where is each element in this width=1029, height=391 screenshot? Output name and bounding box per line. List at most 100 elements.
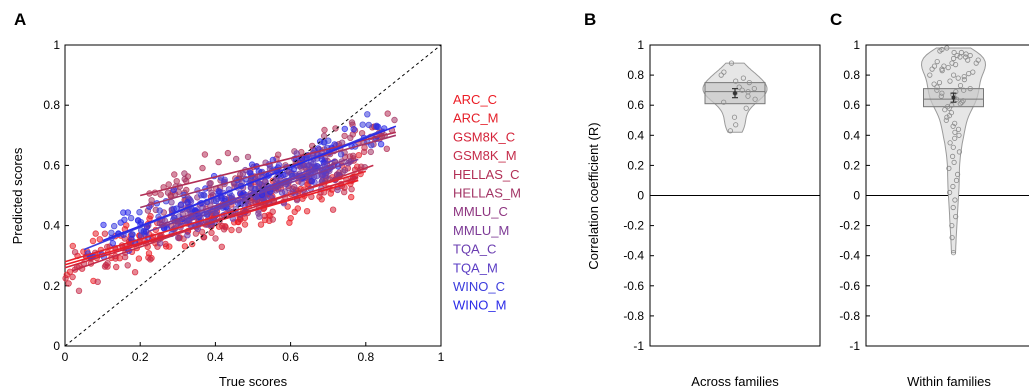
data-point bbox=[135, 255, 143, 262]
data-point bbox=[332, 125, 339, 132]
sample-point bbox=[751, 86, 757, 92]
sample-point bbox=[733, 78, 739, 84]
sample-point bbox=[943, 117, 949, 123]
sample-point bbox=[973, 60, 979, 66]
y-tick-label: -0.8 bbox=[623, 309, 644, 323]
y-tick-label: -0.6 bbox=[839, 279, 860, 293]
data-point bbox=[109, 240, 116, 247]
x-tick-label: 0.8 bbox=[357, 350, 374, 364]
data-point bbox=[101, 230, 109, 237]
data-point bbox=[224, 149, 232, 157]
data-point bbox=[255, 180, 263, 187]
data-point bbox=[348, 193, 355, 201]
data-point bbox=[291, 208, 298, 215]
data-point bbox=[341, 132, 348, 140]
y-tick-label: -0.2 bbox=[839, 219, 860, 233]
data-point bbox=[355, 151, 362, 159]
data-point bbox=[278, 189, 286, 196]
data-point bbox=[101, 263, 109, 270]
y-tick-label: 0.8 bbox=[43, 98, 60, 112]
data-point bbox=[272, 175, 280, 182]
sample-point bbox=[752, 96, 758, 102]
legend-entry: ARC_C bbox=[453, 92, 497, 107]
data-point bbox=[241, 221, 249, 228]
sample-point bbox=[950, 250, 957, 256]
data-point bbox=[124, 262, 131, 269]
data-point bbox=[200, 233, 208, 241]
data-point bbox=[65, 280, 72, 287]
sample-point bbox=[953, 177, 960, 183]
sample-point bbox=[950, 204, 956, 211]
sample-point bbox=[944, 104, 951, 110]
category-label-c: Within families bbox=[907, 374, 991, 389]
sample-point bbox=[718, 72, 724, 78]
sample-point bbox=[951, 159, 957, 165]
y-tick-label: 0.4 bbox=[627, 128, 644, 142]
data-point bbox=[269, 216, 276, 223]
legend-entry: WINO_C bbox=[453, 279, 505, 294]
data-point bbox=[337, 151, 345, 158]
sample-point bbox=[727, 128, 734, 134]
sample-point bbox=[953, 214, 959, 220]
fit-line bbox=[64, 170, 367, 263]
y-tick-label: 0.6 bbox=[43, 158, 60, 172]
data-point bbox=[198, 191, 205, 199]
fit-line bbox=[185, 158, 337, 221]
data-point bbox=[206, 180, 213, 187]
fit-line bbox=[139, 134, 397, 209]
data-point bbox=[69, 242, 76, 250]
sample-point bbox=[967, 86, 973, 92]
y-tick-label: 0.2 bbox=[843, 158, 860, 172]
violin-panel-across: 1 0.8 0.6 0.4 0.2 0 -0.2 -0.4 -0.6 -0.8 -1 Correla… bbox=[586, 38, 821, 389]
data-point bbox=[156, 207, 163, 214]
data-point bbox=[89, 237, 97, 245]
data-point bbox=[157, 191, 164, 198]
legend-entry: HELLAS_C bbox=[453, 167, 519, 182]
data-point bbox=[391, 116, 398, 124]
sample-point bbox=[934, 84, 940, 90]
legend-entry: HELLAS_M bbox=[453, 186, 521, 201]
sample-point bbox=[733, 122, 739, 128]
data-point bbox=[174, 234, 182, 241]
legend-entry: WINO_M bbox=[453, 298, 506, 313]
data-point bbox=[374, 123, 382, 130]
y-axis-label-b: Correlation coefficient (R) bbox=[586, 122, 601, 269]
data-point bbox=[228, 226, 235, 234]
data-point bbox=[269, 208, 276, 215]
data-point bbox=[218, 243, 225, 250]
data-point bbox=[348, 185, 355, 193]
y-tick-label: 0.8 bbox=[843, 68, 860, 82]
data-point bbox=[136, 208, 143, 216]
data-point bbox=[347, 134, 354, 141]
legend-entry: TQA_C bbox=[453, 242, 496, 257]
panel-label-b: B bbox=[584, 10, 596, 29]
sample-point bbox=[950, 55, 957, 62]
data-point bbox=[134, 217, 142, 224]
y-tick-label: -0.4 bbox=[623, 249, 644, 263]
data-point bbox=[383, 145, 390, 152]
sample-point bbox=[961, 87, 967, 93]
data-point bbox=[165, 181, 172, 188]
plot-area-a bbox=[64, 44, 442, 347]
y-tick-label: 0.2 bbox=[43, 279, 60, 293]
data-point bbox=[71, 248, 79, 256]
data-point bbox=[127, 214, 135, 222]
data-point bbox=[305, 161, 313, 169]
sample-point bbox=[950, 123, 956, 129]
sample-point bbox=[745, 93, 751, 99]
y-tick-label: -0.2 bbox=[623, 219, 644, 233]
data-point bbox=[177, 201, 185, 208]
data-point bbox=[341, 125, 348, 133]
y-tick-label: 0.8 bbox=[627, 68, 644, 82]
fit-line bbox=[72, 164, 374, 272]
sample-point bbox=[955, 75, 961, 81]
data-point bbox=[121, 216, 128, 223]
sample-point bbox=[939, 90, 945, 96]
sample-point bbox=[957, 83, 964, 89]
data-point bbox=[286, 219, 293, 226]
y-tick-label: 1 bbox=[637, 38, 644, 52]
x-tick-label: 1 bbox=[438, 350, 445, 364]
sample-point bbox=[939, 68, 945, 74]
data-point bbox=[147, 212, 154, 220]
sample-point bbox=[952, 61, 959, 68]
